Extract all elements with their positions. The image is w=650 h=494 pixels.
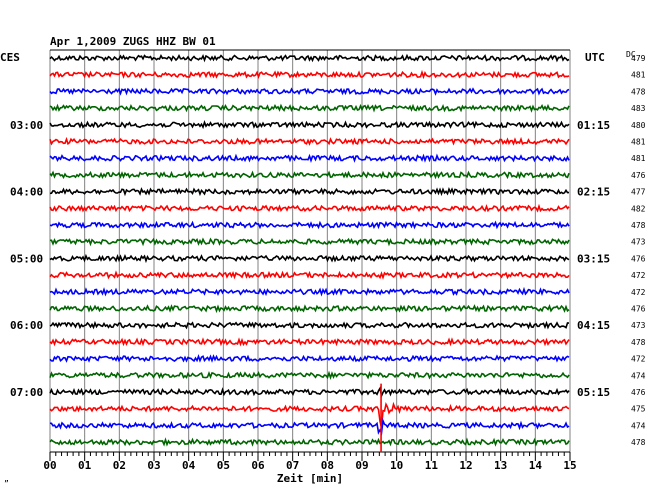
right-timezone-label: UTC [585,51,605,64]
x-tick-label: 09 [355,459,368,472]
trace-line [49,103,570,113]
x-tick-label: 14 [529,459,543,472]
x-tick-label: 13 [494,459,507,472]
right-time-label: 03:15 [577,252,610,265]
trace-line [49,170,570,180]
dc-column-header: DC [626,50,636,59]
dc-value-label: 478 [631,221,646,230]
x-tick-label: 12 [459,459,472,472]
dc-value-label: 473 [631,321,646,330]
dc-value-label: 474 [631,371,646,380]
dc-value-label: 481 [631,154,646,163]
dc-value-label: 478 [631,87,646,96]
trace-line [49,220,570,230]
trace-line [49,286,570,297]
x-tick-label: 04 [182,459,196,472]
trace-line [50,237,570,247]
dc-value-label: 482 [631,204,646,213]
grid-lines [49,49,571,461]
trace-line [49,53,570,63]
dc-value-label: 480 [631,121,646,130]
trace-line [49,437,570,447]
right-time-label: 04:15 [577,319,610,332]
right-time-label: 05:15 [577,386,610,399]
dc-value-label: 477 [631,188,646,197]
trace-line [49,337,570,347]
trace-line [49,153,570,163]
x-tick-label: 10 [390,459,403,472]
dc-value-label: 481 [631,138,646,147]
x-tick-label: 06 [251,459,265,472]
dc-value-label: 476 [631,254,646,263]
x-tick-label: 15 [563,459,576,472]
dc-value-label: 474 [631,421,646,430]
x-tick-label: 11 [425,459,439,472]
traces-group [49,53,570,453]
chart-title: Apr 1,2009 ZUGS HHZ BW 01 [50,35,216,48]
bottom-note: ” [4,479,9,488]
left-time-label: 07:00 [10,386,43,399]
trace-line [49,136,570,146]
trace-line [49,203,570,213]
left-time-label: 05:00 [10,252,43,265]
dc-value-label: 479 [631,54,646,63]
x-tick-label: 07 [286,459,299,472]
trace-line [49,304,570,314]
trace-line [49,69,570,80]
trace-line [49,187,569,197]
trace-line [49,253,570,264]
x-tick-label: 08 [321,459,334,472]
dc-value-label: 472 [631,288,646,297]
dc-value-label: 481 [631,71,646,80]
trace-line [49,417,570,436]
dc-value-label: 476 [631,388,646,397]
left-timezone-label: CES [0,51,20,64]
trace-line [49,354,570,363]
trace-line [49,270,570,280]
trace-line [49,120,570,130]
dc-value-label: 475 [631,405,646,414]
dc-value-label: 476 [631,305,646,314]
left-time-label: 06:00 [10,319,43,332]
trace-line [49,87,570,96]
dc-value-label: 472 [631,271,646,280]
trace-line [49,386,570,399]
x-axis-label: Zeit [min] [277,472,343,485]
dc-value-label: 476 [631,171,646,180]
x-tick-label: 02 [113,459,126,472]
dc-value-label: 478 [631,338,646,347]
x-tick-label: 01 [78,459,92,472]
x-tick-label: 00 [43,459,56,472]
dc-value-label: 472 [631,355,646,364]
x-tick-label: 03 [147,459,160,472]
trace-line [49,320,570,330]
left-time-label: 04:00 [10,186,43,199]
dc-value-label: 478 [631,438,646,447]
right-time-label: 01:15 [577,119,610,132]
trace-line [49,401,570,428]
trace-line [49,370,570,381]
dc-value-label: 483 [631,104,646,113]
left-time-label: 03:00 [10,119,43,132]
labels-group: 00 01 02 03 04 05 06 07 08 09 10 11 12 13 14 15 479 481 47… [10,54,646,472]
right-time-label: 02:15 [577,186,610,199]
dc-value-label: 473 [631,238,646,247]
x-tick-label: 05 [217,459,230,472]
